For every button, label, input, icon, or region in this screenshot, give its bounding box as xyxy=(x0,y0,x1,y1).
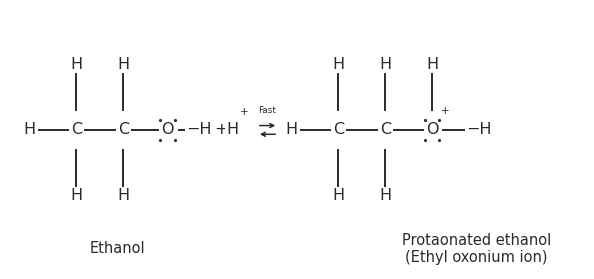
Text: H: H xyxy=(23,122,35,138)
Text: O: O xyxy=(426,122,438,138)
Text: H: H xyxy=(118,188,129,203)
Text: H: H xyxy=(70,188,83,203)
Text: H: H xyxy=(332,57,345,72)
Text: C: C xyxy=(71,122,82,138)
Text: Fast: Fast xyxy=(258,106,277,115)
Text: −H: −H xyxy=(186,122,211,138)
Text: H: H xyxy=(426,57,438,72)
Text: Protaonated ethanol
(Ethyl oxonium ion): Protaonated ethanol (Ethyl oxonium ion) xyxy=(402,233,551,265)
Text: +: + xyxy=(240,107,248,117)
Text: H: H xyxy=(285,122,297,138)
Text: H: H xyxy=(332,188,345,203)
Text: +: + xyxy=(441,106,450,116)
Text: H: H xyxy=(118,57,129,72)
Text: H: H xyxy=(379,57,391,72)
Text: O: O xyxy=(162,122,174,138)
Text: −H: −H xyxy=(467,122,492,138)
Text: Ethanol: Ethanol xyxy=(90,241,146,256)
Text: H: H xyxy=(226,122,238,138)
Text: C: C xyxy=(380,122,391,138)
Text: H: H xyxy=(70,57,83,72)
Text: +: + xyxy=(214,122,228,138)
Text: C: C xyxy=(118,122,129,138)
Text: C: C xyxy=(333,122,344,138)
Text: H: H xyxy=(379,188,391,203)
